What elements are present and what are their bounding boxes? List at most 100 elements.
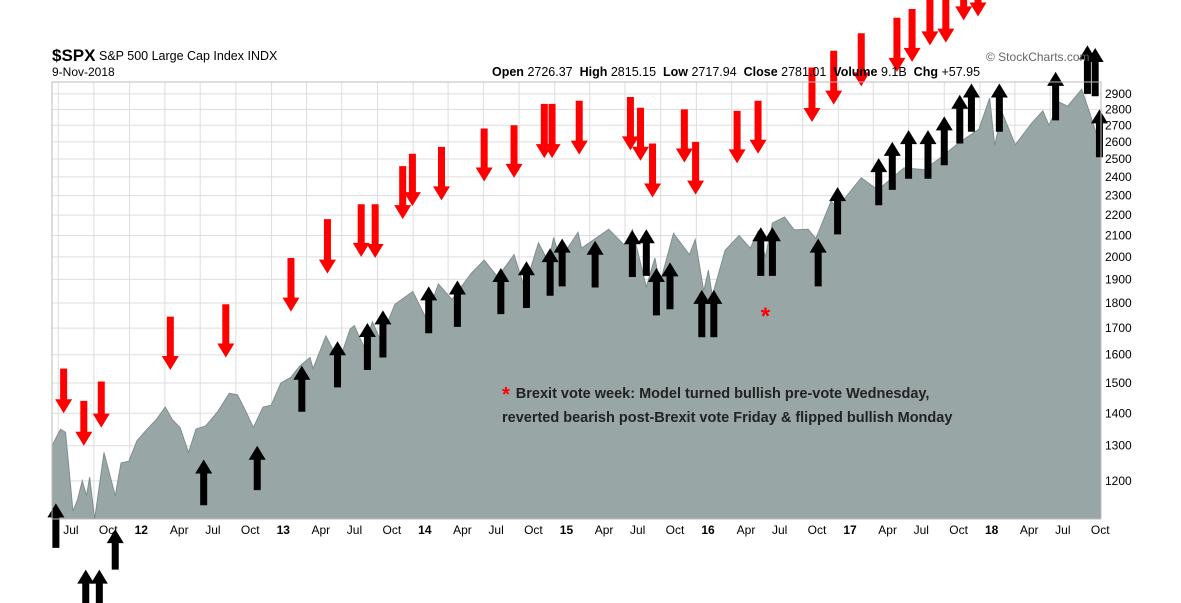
index-fullname: S&P 500 Large Cap Index <box>99 49 245 63</box>
x-tick-2016-10-01: Oct <box>808 523 827 537</box>
buy-arrow-25 <box>809 238 827 287</box>
volume-value: 9.1B <box>881 65 907 79</box>
y-tick-1800: 1800 <box>1105 296 1132 310</box>
x-tick-2013-10-01: Oct <box>382 523 401 537</box>
buy-arrow-31 <box>935 116 953 166</box>
buy-arrow-17 <box>623 230 641 278</box>
brexit-note-line1: * Brexit vote week: Model turned bullish … <box>502 381 929 406</box>
x-tick-2013-01-01: 13 <box>277 523 291 537</box>
stockcharts-watermark: © StockCharts.com <box>986 50 1090 64</box>
sell-arrow-30 <box>937 0 955 43</box>
sell-arrow-21 <box>687 141 705 195</box>
y-tick-1300: 1300 <box>1105 439 1132 453</box>
x-tick-2014-01-01: 14 <box>418 523 432 537</box>
sell-arrow-18 <box>632 107 650 161</box>
x-tick-2011-10-01: Oct <box>99 523 118 537</box>
sell-arrow-11 <box>432 146 450 201</box>
sell-arrow-16 <box>570 100 588 155</box>
x-tick-2014-07-01: Jul <box>488 523 503 537</box>
x-tick-2012-04-01: Apr <box>170 523 189 537</box>
x-tick-2017-10-01: Oct <box>949 523 968 537</box>
y-tick-1500: 1500 <box>1105 376 1132 390</box>
y-tick-1900: 1900 <box>1105 272 1132 286</box>
index-name: S&P 500 Large Cap Index INDX <box>99 49 277 63</box>
sell-arrow-10 <box>403 153 421 207</box>
y-tick-2000: 2000 <box>1105 250 1132 264</box>
buy-arrow-21 <box>693 289 711 338</box>
sell-arrow-2 <box>92 381 110 428</box>
y-tick-2800: 2800 <box>1105 102 1132 116</box>
x-tick-2014-04-01: Apr <box>453 523 472 537</box>
buy-arrow-32 <box>951 94 969 144</box>
x-tick-2017-01-01: 17 <box>843 523 857 537</box>
y-tick-2300: 2300 <box>1105 189 1132 203</box>
sell-arrow-3 <box>161 316 179 371</box>
sell-arrow-0 <box>55 368 73 414</box>
buy-arrow-30 <box>919 130 937 179</box>
plot-frame <box>51 81 1102 520</box>
sell-arrow-4 <box>217 304 235 358</box>
y-tick-2100: 2100 <box>1105 228 1132 242</box>
sell-arrow-32 <box>969 0 987 17</box>
buy-arrow-15 <box>553 238 571 287</box>
x-tick-2016-01-01: 16 <box>701 523 715 537</box>
buy-arrow-4 <box>195 459 213 506</box>
sell-arrow-29 <box>921 0 939 46</box>
x-tick-2012-10-01: Oct <box>241 523 260 537</box>
sell-arrow-27 <box>888 17 906 72</box>
sell-arrow-23 <box>749 100 767 154</box>
x-tick-2015-04-01: Apr <box>595 523 614 537</box>
buy-arrow-29 <box>900 130 918 179</box>
sell-arrow-19 <box>644 143 662 198</box>
y-tick-2600: 2600 <box>1105 135 1132 149</box>
buy-arrow-12 <box>492 267 510 315</box>
buy-arrow-11 <box>448 280 466 327</box>
buy-arrow-16 <box>586 240 604 288</box>
x-tick-2018-01-01: 18 <box>985 523 999 537</box>
sell-arrow-22 <box>728 110 746 164</box>
x-tick-2012-01-01: 12 <box>135 523 149 537</box>
sell-arrow-5 <box>282 257 300 312</box>
sell-arrow-15 <box>543 103 561 159</box>
change-label: Chg <box>913 65 938 79</box>
sell-arrow-1 <box>75 400 93 446</box>
x-tick-2012-07-01: Jul <box>205 523 220 537</box>
high-label: High <box>579 65 608 79</box>
buy-arrow-28 <box>883 141 901 190</box>
x-tick-2018-10-01: Oct <box>1091 523 1110 537</box>
buy-arrow-7 <box>329 341 347 388</box>
y-tick-2500: 2500 <box>1105 152 1132 166</box>
buy-arrow-6 <box>293 365 311 412</box>
buy-arrow-3 <box>106 529 124 570</box>
low-value: 2717.94 <box>691 65 737 79</box>
open-value: 2726.37 <box>527 65 573 79</box>
buy-arrow-33 <box>962 83 980 132</box>
chart-date: 9-Nov-2018 <box>52 65 115 79</box>
x-tick-2011-07-01: Jul <box>63 523 78 537</box>
sell-arrow-26 <box>852 33 870 87</box>
high-value: 2815.15 <box>610 65 657 79</box>
note-star: * <box>502 384 510 406</box>
sell-arrow-25 <box>825 50 843 105</box>
y-axis-labels: 1200 1300 1400 1500 1600 1700 1800 1900 2000 2100… <box>1105 87 1132 488</box>
buy-arrow-13 <box>517 261 535 308</box>
buy-arrow-10 <box>420 286 438 334</box>
x-tick-2018-04-01: Apr <box>1020 523 1039 537</box>
buy-arrow-22 <box>705 289 723 338</box>
y-tick-1200: 1200 <box>1105 474 1132 488</box>
buy-arrow-24 <box>763 227 781 276</box>
sell-arrow-31 <box>955 0 973 21</box>
buy-arrow-34 <box>990 83 1008 132</box>
buy-arrow-8 <box>358 322 376 371</box>
ticker-symbol: $SPX <box>52 46 96 65</box>
x-axis-labels: Jul Oct 12 Apr Jul Oct 13 Apr Jul Oct 14 Apr Jul Oct 1… <box>63 523 1110 537</box>
x-tick-2014-10-01: Oct <box>524 523 543 537</box>
open-label: Open <box>492 65 524 79</box>
change-value: +57.95 <box>941 65 981 79</box>
x-tick-2015-01-01: 15 <box>560 523 574 537</box>
price-area <box>52 89 1101 519</box>
low-label: Low <box>662 65 688 79</box>
sell-arrow-12 <box>475 128 493 182</box>
sell-arrow-7 <box>352 204 370 257</box>
